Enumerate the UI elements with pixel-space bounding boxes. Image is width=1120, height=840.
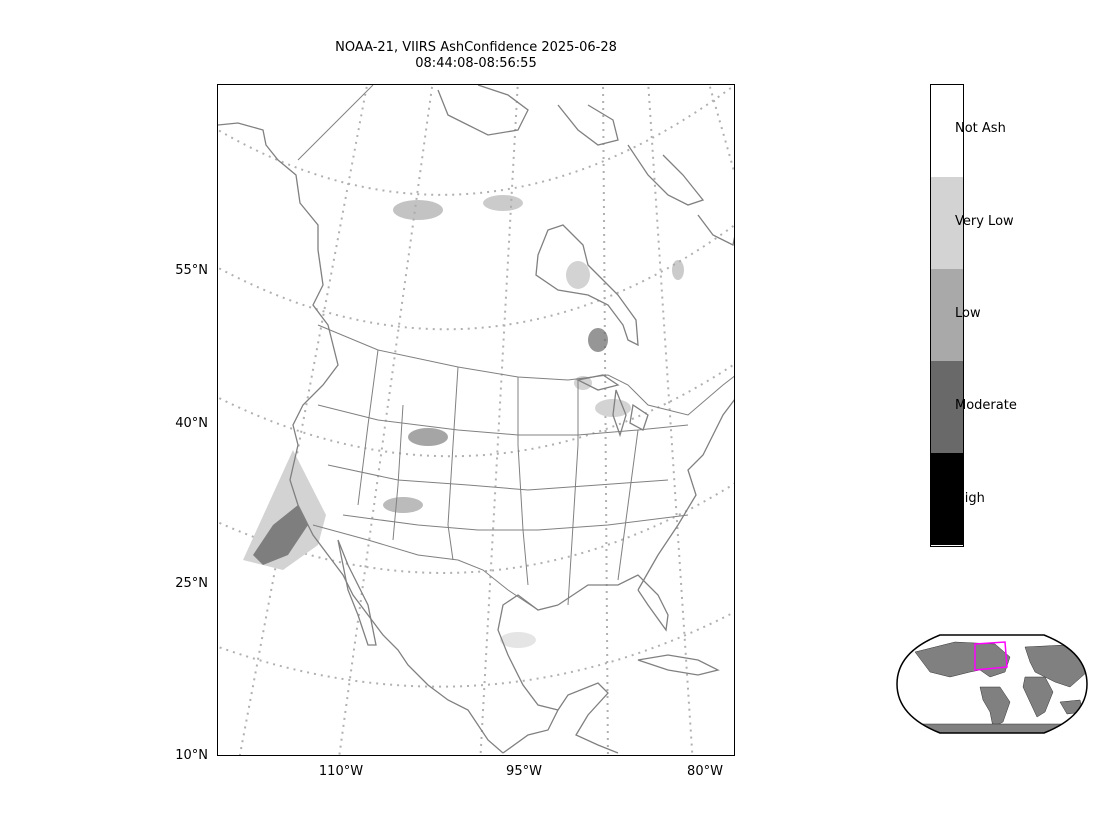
lon-line-95 [479, 85, 519, 755]
title-line-1: NOAA-21, VIIRS AshConfidence 2025-06-28 [335, 40, 617, 55]
lon-label-80w: 80°W [687, 764, 723, 779]
state-border-col-4 [567, 380, 579, 606]
lon-label-95w: 95°W [506, 764, 542, 779]
inset-land [914, 641, 1087, 733]
lake-huron [629, 403, 649, 431]
colorbar-label-low: Low [955, 306, 981, 321]
colorbar-moderate [931, 361, 963, 453]
inset-globe-map [896, 634, 1088, 734]
lake-michigan [612, 389, 627, 438]
lat-label-25: 25°N [175, 576, 208, 591]
title-line-2: 08:44:08-08:56:55 [415, 56, 537, 71]
state-border-row-3 [342, 514, 689, 531]
ash-patch-gulf [500, 632, 536, 648]
ash-patch-utah [383, 497, 423, 513]
pacific-coast [218, 122, 339, 506]
baja-california [337, 539, 377, 646]
colorbar-not-ash [931, 85, 963, 177]
colorbar-label-high: High [955, 491, 985, 506]
map-canvas [218, 85, 734, 755]
lon-label-110w: 110°W [318, 764, 364, 779]
ash-moderate-patch [253, 505, 308, 565]
gulf-coast-west [497, 594, 559, 711]
state-border-col-1 [357, 349, 379, 506]
ash-patch-quebec [672, 260, 684, 280]
colorbar-low [931, 269, 963, 361]
lat-label-55: 55°N [175, 263, 208, 278]
colorbar-high [931, 453, 963, 545]
atlantic-coast [637, 399, 734, 591]
cuba [637, 654, 720, 676]
ash-patch-north-2 [483, 195, 523, 211]
colorbar-label-not-ash: Not Ash [955, 121, 1006, 136]
hudson-bay [535, 224, 639, 347]
inset-south-america [979, 686, 1011, 728]
ash-patch-wyoming [408, 428, 448, 446]
state-border-col-2 [447, 366, 459, 561]
state-border-col-3 [517, 377, 529, 586]
inset-globe-outline [896, 634, 1088, 734]
arctic-island-2 [557, 104, 619, 146]
us-mexico-border [312, 524, 539, 611]
ash-confidence-field [243, 195, 684, 648]
arctic-island-1 [437, 85, 529, 136]
political-borders [297, 85, 734, 611]
gulf-coast-east [557, 574, 669, 632]
mexico-pacific-coast [297, 504, 504, 754]
us-canada-border [317, 324, 734, 416]
inset-africa [1022, 676, 1054, 718]
inset-antarctica [919, 723, 1066, 733]
yucatan-coast [502, 682, 619, 754]
colorbar-label-moderate: Moderate [955, 398, 1017, 413]
colorbar [930, 84, 964, 547]
colorbar-very-low [931, 177, 963, 269]
lat-line-40 [218, 363, 734, 458]
main-map [217, 84, 735, 756]
alaska-canada-border [297, 85, 374, 161]
lat-line-65 [218, 85, 734, 196]
state-border-col-6 [392, 404, 404, 541]
ash-patch-hudson [566, 261, 590, 289]
colorbar-label-very-low: Very Low [955, 214, 1014, 229]
ash-patch-north-1 [393, 200, 443, 220]
state-border-col-5 [617, 429, 639, 581]
lon-line-70 [708, 85, 734, 175]
lon-line-120 [238, 85, 369, 755]
lon-line-85 [602, 85, 609, 755]
state-border-row-2 [327, 464, 669, 491]
lat-label-10: 10°N [175, 748, 208, 763]
coastlines [218, 85, 734, 754]
lon-line-80 [647, 85, 694, 755]
plot-title: NOAA-21, VIIRS AshConfidence 2025-06-28 … [216, 40, 736, 72]
inset-extent-box [974, 641, 1008, 671]
inset-north-america [914, 641, 1011, 678]
lat-label-40: 40°N [175, 416, 208, 431]
lat-line-55 [218, 224, 734, 331]
arctic-island-3 [627, 144, 705, 206]
ash-patch-ontario [588, 328, 608, 352]
graticule-lines [218, 85, 734, 755]
labrador-coast [697, 214, 734, 246]
